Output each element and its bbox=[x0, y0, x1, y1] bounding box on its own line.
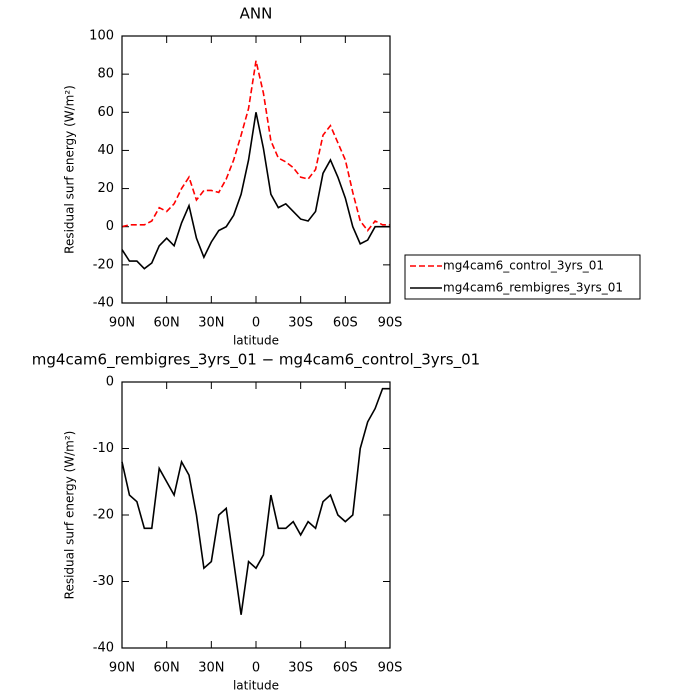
legend-box bbox=[404, 254, 641, 300]
y-tick-label: 40 bbox=[97, 143, 114, 158]
chart-title: mg4cam6_rembigres_3yrs_01 − mg4cam6_cont… bbox=[32, 351, 480, 370]
y-tick-label: -40 bbox=[93, 296, 114, 311]
x-axis-label: latitude bbox=[233, 334, 279, 348]
plot-frame bbox=[121, 381, 391, 649]
x-tick-label: 60N bbox=[154, 316, 180, 331]
legend-label: mg4cam6_control_3yrs_01 bbox=[443, 259, 604, 273]
y-tick-label: -30 bbox=[93, 574, 114, 589]
x-tick-label: 90N bbox=[109, 316, 135, 331]
data-line bbox=[121, 387, 390, 615]
x-tick-label: 0 bbox=[252, 316, 260, 331]
x-tick-label: 60S bbox=[333, 316, 358, 331]
x-tick-label: 90S bbox=[378, 661, 403, 676]
chart-title: ANN bbox=[240, 5, 273, 23]
y-tick-label: -40 bbox=[93, 641, 114, 656]
y-tick-label: -20 bbox=[93, 257, 114, 272]
x-tick-label: 30S bbox=[288, 316, 313, 331]
y-tick-label: 20 bbox=[97, 181, 114, 196]
x-tick-label: 30N bbox=[198, 661, 224, 676]
y-tick-label: 0 bbox=[106, 375, 114, 390]
x-tick-label: 60N bbox=[154, 661, 180, 676]
x-tick-label: 30N bbox=[198, 316, 224, 331]
data-line bbox=[121, 112, 390, 270]
y-tick-label: 60 bbox=[97, 105, 114, 120]
y-tick-label: 80 bbox=[97, 67, 114, 82]
x-tick-label: 90S bbox=[378, 316, 403, 331]
y-tick-label: -20 bbox=[93, 508, 114, 523]
data-line bbox=[121, 60, 390, 232]
y-tick-label: 100 bbox=[89, 29, 114, 44]
y-axis-label: Residual surf energy (W/m²) bbox=[63, 85, 77, 254]
y-tick-label: -10 bbox=[93, 441, 114, 456]
x-axis-label: latitude bbox=[233, 679, 279, 693]
plot-frame bbox=[121, 35, 391, 304]
x-tick-label: 60S bbox=[333, 661, 358, 676]
x-tick-label: 0 bbox=[252, 661, 260, 676]
y-axis-label: Residual surf energy (W/m²) bbox=[63, 431, 77, 600]
y-tick-label: 0 bbox=[106, 219, 114, 234]
x-tick-label: 30S bbox=[288, 661, 313, 676]
legend-label: mg4cam6_rembigres_3yrs_01 bbox=[443, 281, 623, 295]
x-tick-label: 90N bbox=[109, 661, 135, 676]
